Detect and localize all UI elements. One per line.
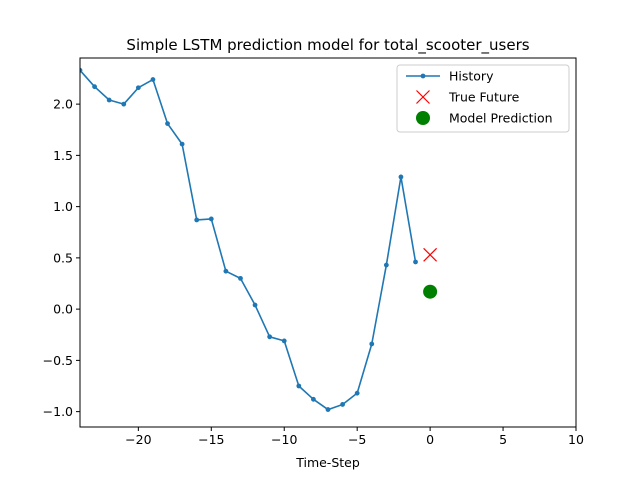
legend-entry-true-future: True Future xyxy=(416,90,520,105)
legend-label: True Future xyxy=(448,90,520,105)
axes: −20 −15 −10 −5 0 5 10 −1.0 −0.5 0.0 0.5 1.0 1.5 2.0 xyxy=(43,57,584,447)
history-point xyxy=(369,341,375,347)
history-line xyxy=(80,69,417,411)
history-point xyxy=(296,383,302,389)
history-point xyxy=(80,67,83,73)
legend-label: Model Prediction xyxy=(449,111,553,126)
legend-swatch-dot xyxy=(420,73,426,79)
history-point xyxy=(150,77,156,82)
history-point xyxy=(267,334,273,340)
plot-series xyxy=(80,67,438,412)
x-tick-label: 0 xyxy=(426,432,434,447)
history-point xyxy=(354,390,360,396)
true-future-marker xyxy=(423,247,438,262)
true-future-marker-stroke xyxy=(423,247,438,262)
plot-frame xyxy=(79,57,577,428)
history-point xyxy=(194,217,200,223)
x-tick-label: −20 xyxy=(125,432,151,447)
y-tick-label: −1.0 xyxy=(43,404,73,419)
history-point xyxy=(223,268,229,274)
history-point xyxy=(106,97,112,103)
y-tick-label: 0.0 xyxy=(53,302,73,317)
history-point xyxy=(281,338,287,344)
y-tick-label: 1.0 xyxy=(53,199,73,214)
legend-swatch-x xyxy=(416,90,430,104)
legend: History True Future Model Prediction xyxy=(396,64,570,133)
legend-entry-model-prediction: Model Prediction xyxy=(416,111,553,126)
history-point xyxy=(238,275,243,281)
x-tick-label: −15 xyxy=(198,432,224,447)
legend-swatch-circle xyxy=(416,111,430,125)
chart-title: Simple LSTM prediction model for total_s… xyxy=(126,36,529,55)
y-tick-label: 1.5 xyxy=(53,148,73,163)
plot-area xyxy=(80,67,438,412)
y-tick-label: 2.0 xyxy=(53,97,73,112)
x-tick-label: −5 xyxy=(348,432,366,447)
x-axis-label: Time-Step xyxy=(295,455,360,470)
legend-box xyxy=(396,64,570,133)
history-point xyxy=(413,259,418,265)
x-tick-label: 5 xyxy=(499,432,507,447)
history-point xyxy=(208,216,214,222)
history-point xyxy=(92,84,97,90)
legend-entry-history: History xyxy=(406,69,494,84)
legend-label: History xyxy=(449,69,494,84)
history-point xyxy=(179,141,185,147)
model-prediction-marker xyxy=(423,284,438,299)
history-point xyxy=(165,121,170,126)
history-point xyxy=(252,302,258,308)
history-point xyxy=(325,407,331,412)
history-point xyxy=(121,101,127,107)
history-point xyxy=(383,262,389,268)
y-tick-label: 0.5 xyxy=(53,250,73,265)
history-point xyxy=(135,85,141,91)
x-tick-label: −10 xyxy=(271,432,297,447)
history-point xyxy=(340,402,345,407)
history-point xyxy=(398,174,404,180)
y-tick-label: −0.5 xyxy=(43,353,73,368)
history-point xyxy=(311,396,316,402)
x-tick-label: 10 xyxy=(568,432,584,447)
